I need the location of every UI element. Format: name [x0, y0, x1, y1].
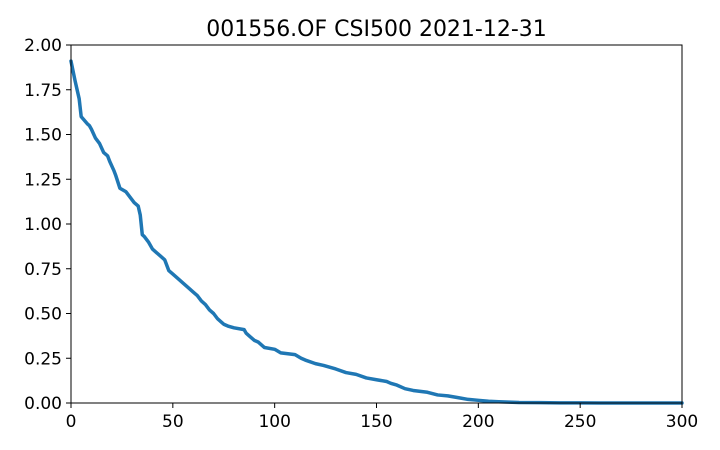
x-tick-label: 300 [666, 412, 698, 432]
x-tick-label: 200 [462, 412, 494, 432]
plot-frame [70, 44, 683, 404]
y-tick-label: 1.50 [24, 126, 62, 146]
y-tick-label: 0.50 [24, 305, 62, 325]
y-tick-label: 1.75 [24, 81, 62, 101]
y-tick-label: 0.75 [24, 260, 62, 280]
plot-area [69, 59, 684, 405]
y-tick-label: 2.00 [24, 36, 62, 56]
y-tick-label: 1.25 [24, 170, 62, 190]
chart-title: 001556.OF CSI500 2021-12-31 [206, 17, 547, 42]
y-tick-label: 0.00 [24, 394, 62, 414]
y-tick-label: 1.00 [24, 215, 62, 235]
y-axis: 0.00 0.25 0.50 0.75 1.00 1.25 1.50 1.75 2.00 [24, 36, 71, 414]
x-tick-label: 100 [258, 412, 290, 432]
x-tick-label: 250 [564, 412, 596, 432]
x-tick-label: 150 [360, 412, 392, 432]
y-tick-label: 0.25 [24, 349, 62, 369]
x-axis: 0 50 100 150 200 250 300 [66, 403, 698, 432]
series-line-0 [69, 59, 684, 405]
x-tick-label: 0 [66, 412, 77, 432]
x-tick-label: 50 [162, 412, 184, 432]
